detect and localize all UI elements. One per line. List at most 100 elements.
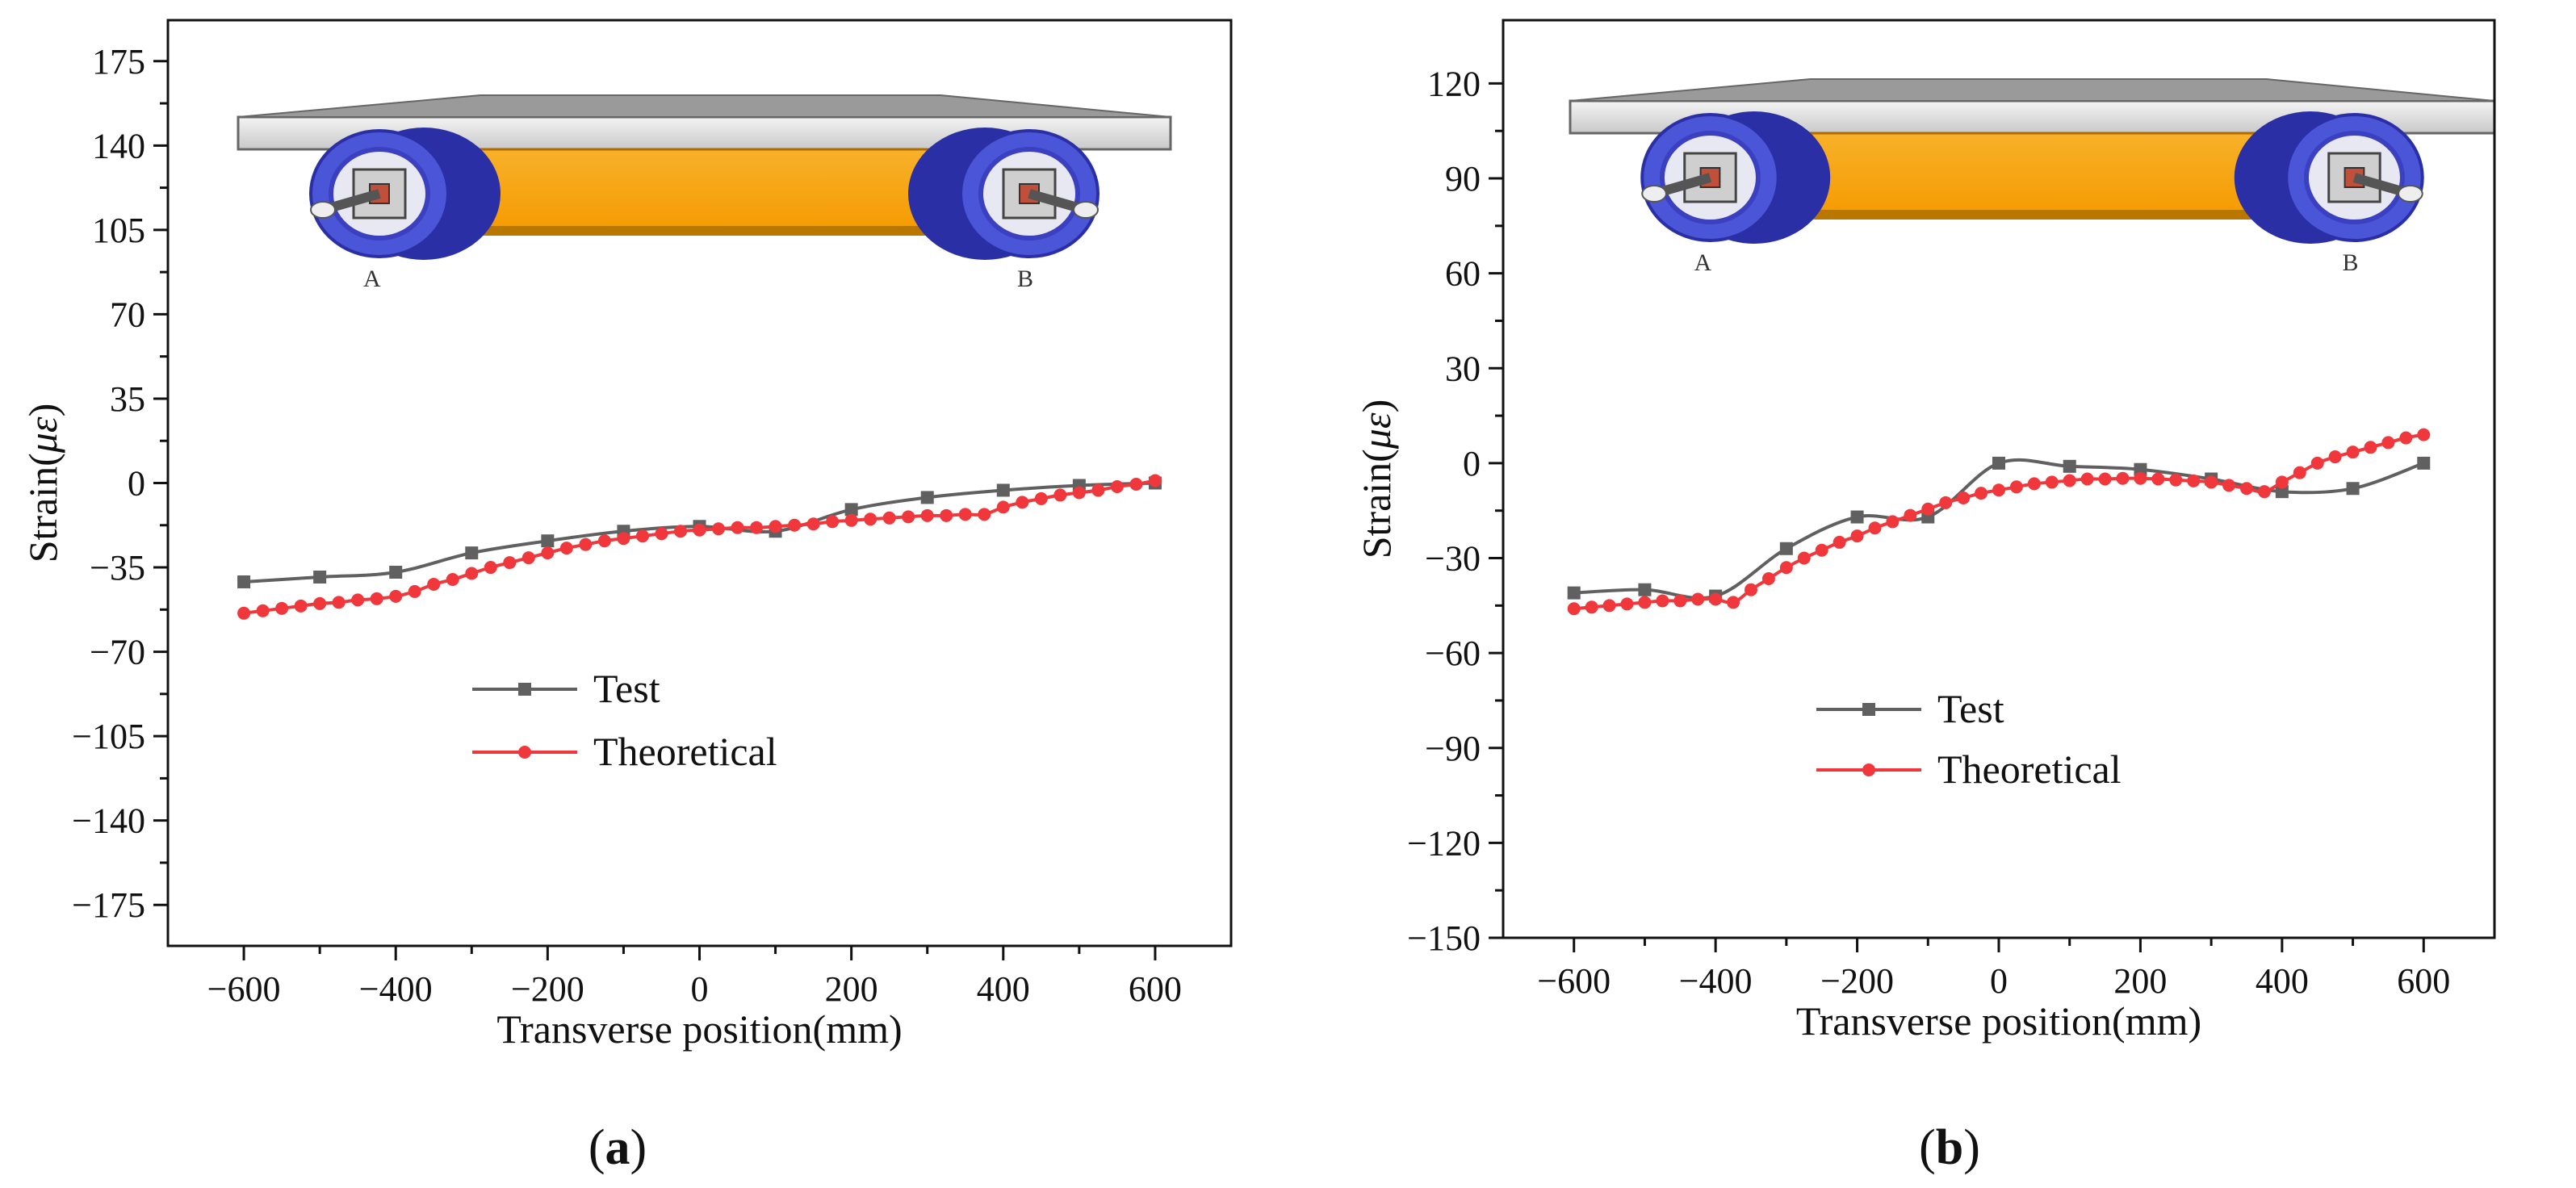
- deck-slab-top: [1569, 78, 2495, 102]
- data-point: [1779, 542, 1793, 555]
- label-b: B: [2343, 249, 2359, 276]
- data-point: [579, 538, 593, 551]
- y-tick-label: −150: [1407, 918, 1481, 958]
- data-point: [275, 601, 289, 615]
- legend-item-theoretical: Theoretical: [1816, 747, 2122, 792]
- x-tick-label: −200: [1820, 961, 1894, 1001]
- data-point: [1567, 586, 1581, 600]
- data-point: [2293, 466, 2306, 479]
- x-tick-label: −600: [1537, 961, 1611, 1001]
- y-tick-label: 105: [92, 211, 145, 250]
- data-point: [1957, 492, 1971, 505]
- data-point: [351, 593, 365, 607]
- data-point: [978, 508, 991, 521]
- data-point: [1939, 496, 1953, 509]
- x-axis-title: Transverse position(mm): [1796, 998, 2201, 1044]
- legend: Test Theoretical: [1816, 686, 2122, 792]
- data-point: [256, 604, 270, 617]
- series-theoretical: [237, 474, 1162, 620]
- data-point: [2417, 428, 2431, 441]
- data-point: [446, 572, 459, 586]
- label-a: A: [363, 266, 381, 292]
- data-point: [958, 508, 972, 521]
- y-tick-label: 140: [92, 126, 145, 165]
- data-point: [313, 596, 327, 610]
- x-tick-label: 600: [2397, 961, 2450, 1001]
- y-axis-title-unit: με: [1354, 412, 1399, 450]
- data-point: [712, 522, 726, 536]
- data-point: [844, 513, 858, 527]
- data-point: [2134, 462, 2147, 476]
- x-tick-label: 600: [1129, 969, 1182, 1009]
- data-point: [597, 534, 611, 548]
- data-point: [332, 596, 346, 609]
- data-point: [2116, 471, 2130, 485]
- data-point: [294, 599, 308, 613]
- data-point: [1620, 597, 1634, 611]
- data-point: [465, 567, 479, 580]
- wheel-b: [2234, 111, 2424, 244]
- data-point: [940, 508, 953, 522]
- y-tick-label: −30: [1425, 539, 1481, 579]
- data-point: [2063, 459, 2076, 473]
- y-tick-label: 30: [1445, 349, 1481, 388]
- data-point: [617, 532, 630, 546]
- y-tick-label: −35: [90, 548, 145, 588]
- data-point: [996, 500, 1010, 514]
- data-point: [1129, 477, 1143, 491]
- label-b: B: [1017, 266, 1033, 292]
- wheel-a: [309, 128, 501, 260]
- data-point: [750, 521, 764, 534]
- data-point: [1745, 583, 1757, 596]
- data-point: [2381, 436, 2395, 450]
- y-axis-title-suffix: ): [1354, 399, 1399, 413]
- data-point: [2027, 477, 2041, 491]
- data-point: [1850, 510, 1864, 524]
- x-tick-label: −400: [359, 969, 433, 1009]
- y-tick-label: 60: [1445, 254, 1481, 294]
- data-point: [1016, 496, 1029, 509]
- data-point: [920, 491, 934, 504]
- data-point: [237, 606, 251, 620]
- panel-label: (b): [1919, 1120, 1980, 1175]
- legend-marker: [1862, 763, 1875, 776]
- y-axis-title: Strain(με): [20, 404, 65, 563]
- y-tick-label: 120: [1427, 64, 1481, 103]
- legend-marker: [518, 746, 531, 759]
- panel-a: A B−600 −400 −200 0 200 400 600−175−140−105−70−…: [20, 19, 1233, 1175]
- data-point: [541, 546, 555, 560]
- y-tick-label: −60: [1425, 634, 1481, 673]
- x-tick-label: 0: [1990, 961, 2008, 1001]
- data-point: [503, 556, 517, 570]
- data-point: [313, 570, 327, 584]
- data-point: [1673, 594, 1687, 608]
- data-point: [673, 525, 687, 538]
- girder-bottom-flange: [1746, 210, 2339, 220]
- x-axis-title: Transverse position(mm): [496, 1006, 902, 1052]
- y-tick-label: −175: [72, 885, 145, 925]
- data-point: [1904, 508, 1917, 522]
- data-point: [1886, 515, 1900, 529]
- panel-label-open: (: [1919, 1120, 1936, 1175]
- y-axis-title: Strain(με): [1354, 399, 1399, 559]
- y-axis-title-prefix: Strain(: [20, 453, 65, 563]
- data-point: [1779, 561, 1793, 575]
- y-axis-title-unit: με: [20, 416, 65, 454]
- data-point: [1850, 529, 1864, 543]
- data-point: [1072, 486, 1086, 500]
- data-point: [2417, 456, 2431, 470]
- label-a: A: [1694, 249, 1712, 276]
- y-tick-label: −120: [1407, 823, 1481, 863]
- panel-label-letter: b: [1936, 1120, 1963, 1175]
- data-point: [2399, 431, 2413, 445]
- y-tick-label: −90: [1425, 729, 1481, 768]
- data-point: [1110, 479, 1124, 493]
- data-point: [920, 508, 934, 522]
- data-point: [1833, 535, 1846, 549]
- y-axis-title-suffix: ): [20, 404, 65, 417]
- data-point: [806, 517, 820, 531]
- data-point: [1585, 600, 1598, 614]
- data-point: [882, 511, 896, 525]
